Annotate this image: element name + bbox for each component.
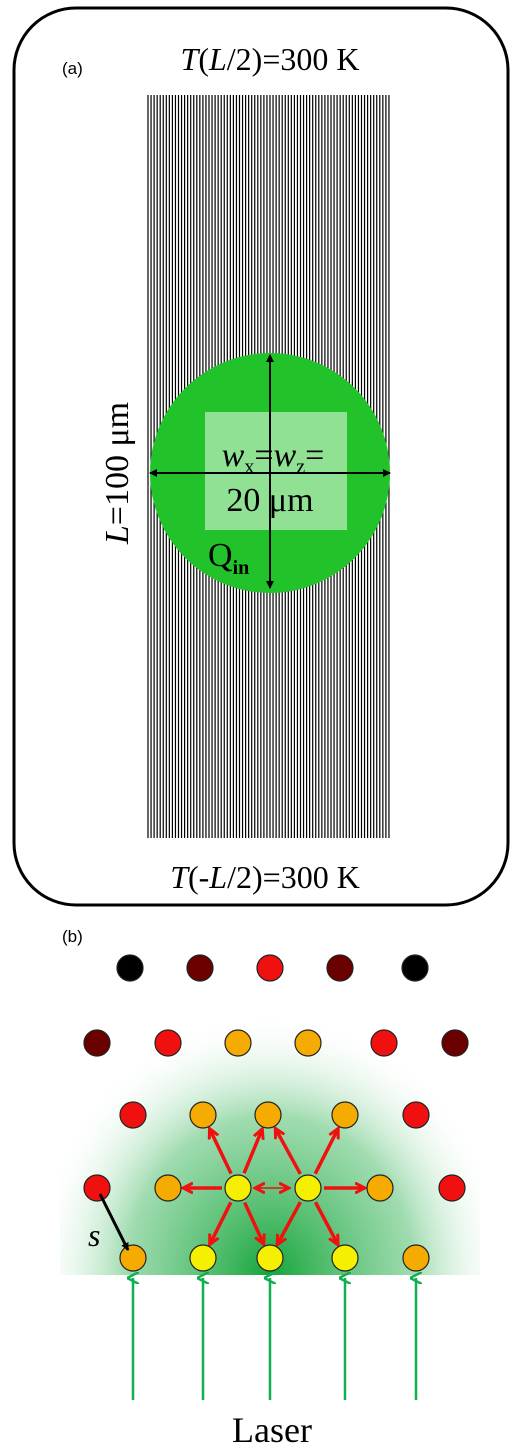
atom: [257, 1245, 283, 1271]
top-boundary-label: T(L/2)=300 K: [181, 41, 360, 77]
atom: [187, 955, 213, 981]
panel-label: (b): [62, 927, 83, 946]
atom: [367, 1175, 393, 1201]
atom: [120, 1245, 146, 1271]
beam-width-label: wx=wz=: [222, 437, 325, 478]
beam-width-value: 20 μm: [226, 482, 313, 519]
page: {"panel_a": {"label": "(a)", "top_label"…: [0, 0, 511, 1450]
atom: [442, 1030, 468, 1056]
atom: [402, 955, 428, 981]
atom: [190, 1102, 216, 1128]
atom: [155, 1175, 181, 1201]
atom: [295, 1175, 321, 1201]
atom: [332, 1102, 358, 1128]
spacing-label: s: [88, 1217, 100, 1253]
laser-arrows: [133, 1278, 416, 1400]
atom: [155, 1030, 181, 1056]
length-label: L=100 μm: [99, 402, 136, 545]
atom: [120, 1102, 146, 1128]
bottom-boundary-label: T(-L/2)=300 K: [170, 859, 360, 895]
atom: [327, 955, 353, 981]
atom: [403, 1102, 429, 1128]
atom: [295, 1030, 321, 1056]
atom: [117, 955, 143, 981]
atom: [255, 1102, 281, 1128]
atom: [84, 1030, 110, 1056]
atom: [371, 1030, 397, 1056]
laser-label: Laser: [232, 1410, 312, 1450]
atom: [84, 1175, 110, 1201]
atom: [439, 1175, 465, 1201]
atom: [225, 1030, 251, 1056]
atom: [332, 1245, 358, 1271]
atom: [403, 1245, 429, 1271]
atom: [225, 1175, 251, 1201]
figure: (a) T(L/2)=300 K wx=wz= 20 μm Qin L=100 …: [0, 0, 511, 1450]
atom: [190, 1245, 216, 1271]
atom: [257, 955, 283, 981]
panel-label: (a): [62, 59, 83, 78]
